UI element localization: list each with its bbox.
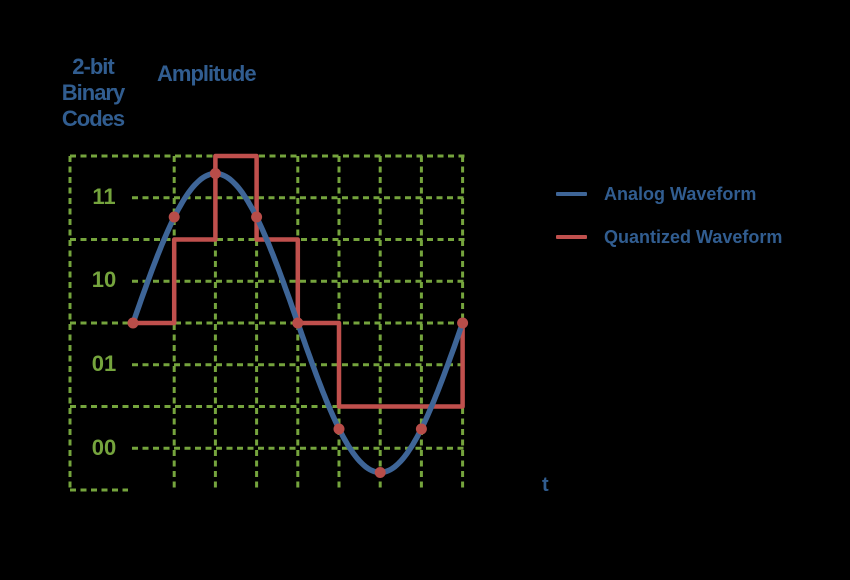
sample-point [457,317,469,329]
binary-code-00: 00 [91,435,117,460]
sample-point [374,466,386,478]
amplitude-axis-title: Amplitude [157,61,257,86]
analog-line-swatch [556,192,587,196]
legend-label-quantized: Quantized Waveform [604,226,783,247]
codes-title-line-3: Codes [61,106,125,131]
legend: Analog Waveform Quantized Waveform [556,183,783,271]
legend-item-quantized: Quantized Waveform [556,226,783,247]
legend-label-analog: Analog Waveform [604,183,757,204]
binary-codes-axis-title: 2-bit Binary Codes [43,54,143,132]
legend-item-analog: Analog Waveform [556,183,782,204]
codes-title-line-1: 2-bit [72,54,114,79]
sample-point [333,423,345,435]
codes-title-line-2: Binary [61,80,125,105]
sample-point [292,317,304,329]
quantized-line-swatch [556,235,587,239]
quantized-waveform [130,153,465,409]
sample-point [127,317,139,329]
sample-point [168,211,180,223]
sample-points [127,168,469,478]
binary-code-10: 10 [91,267,117,292]
sample-point [251,211,263,223]
sample-point [209,168,221,180]
binary-code-11: 11 [92,184,116,209]
sample-point [415,423,427,435]
binary-code-01: 01 [91,351,117,376]
time-axis-label: t [542,474,549,496]
